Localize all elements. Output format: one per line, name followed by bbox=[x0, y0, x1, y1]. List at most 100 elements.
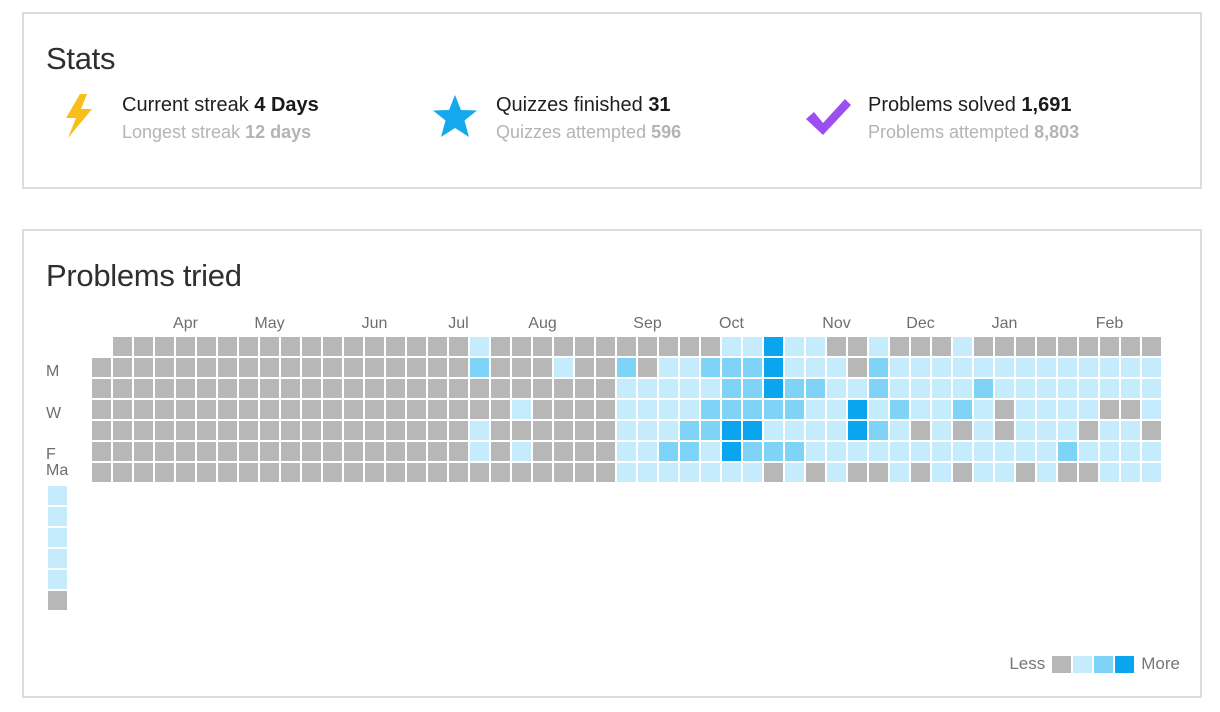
legend-more-label: More bbox=[1141, 654, 1180, 673]
heatmap-cell bbox=[407, 400, 426, 419]
heatmap-cell bbox=[155, 379, 174, 398]
heatmap-cell bbox=[764, 442, 783, 461]
heatmap-cell bbox=[848, 337, 867, 356]
heatmap-cell bbox=[491, 421, 510, 440]
heatmap-cell bbox=[113, 379, 132, 398]
heatmap-cell bbox=[344, 337, 363, 356]
heatmap-cell bbox=[575, 400, 594, 419]
heatmap-cell bbox=[176, 442, 195, 461]
current-streak-label: Current streak bbox=[122, 94, 249, 116]
heatmap-cell bbox=[1121, 421, 1140, 440]
heatmap-cell bbox=[512, 463, 531, 482]
heatmap-cell bbox=[596, 400, 615, 419]
heatmap-cell bbox=[806, 442, 825, 461]
heatmap-cell bbox=[827, 421, 846, 440]
heatmap-cell bbox=[806, 358, 825, 377]
heatmap-cell bbox=[470, 442, 489, 461]
quizzes-finished-value: 31 bbox=[648, 94, 671, 116]
heatmap-cell bbox=[239, 358, 258, 377]
day-label: W bbox=[46, 405, 62, 422]
heatmap-cell bbox=[701, 358, 720, 377]
heatmap-cell bbox=[260, 379, 279, 398]
heatmap-cell bbox=[1016, 379, 1035, 398]
heatmap-cell bbox=[134, 379, 153, 398]
heatmap-cell bbox=[323, 463, 342, 482]
heatmap-cell bbox=[134, 358, 153, 377]
heatmap-cell bbox=[1016, 358, 1035, 377]
heatmap-cell bbox=[428, 442, 447, 461]
current-streak-value: 4 Days bbox=[254, 94, 319, 116]
heatmap-cell bbox=[134, 463, 153, 482]
heatmap-cell bbox=[848, 379, 867, 398]
quizzes-finished-label: Quizzes finished bbox=[496, 94, 643, 116]
heatmap-cell bbox=[470, 337, 489, 356]
heatmap-cell bbox=[743, 337, 762, 356]
heatmap-cell bbox=[239, 463, 258, 482]
heatmap-cell bbox=[113, 337, 132, 356]
heatmap-cell bbox=[764, 379, 783, 398]
heatmap-cell bbox=[1037, 421, 1056, 440]
heatmap-cell bbox=[722, 358, 741, 377]
heatmap-cell bbox=[617, 400, 636, 419]
heatmap-cell bbox=[491, 400, 510, 419]
heatmap-cell bbox=[554, 400, 573, 419]
heatmap-cell bbox=[197, 379, 216, 398]
heatmap-cell bbox=[1037, 379, 1056, 398]
heatmap-cell bbox=[176, 379, 195, 398]
heatmap-cell bbox=[155, 337, 174, 356]
heatmap-cell bbox=[701, 379, 720, 398]
heatmap-cell bbox=[974, 379, 993, 398]
heatmap-cell bbox=[1121, 400, 1140, 419]
heatmap-cell bbox=[932, 337, 951, 356]
heatmap-cell bbox=[617, 379, 636, 398]
heatmap-cell bbox=[848, 358, 867, 377]
heatmap-cell bbox=[554, 337, 573, 356]
heatmap-cell bbox=[365, 379, 384, 398]
heatmap-cell bbox=[323, 442, 342, 461]
problems-attempted-label: Problems attempted bbox=[868, 122, 1030, 142]
heatmap-cell bbox=[617, 463, 636, 482]
heatmap-cell bbox=[764, 421, 783, 440]
heatmap-cell bbox=[806, 379, 825, 398]
heatmap-cell bbox=[1016, 337, 1035, 356]
heatmap-cell bbox=[323, 337, 342, 356]
overflow-cell bbox=[48, 591, 67, 610]
heatmap-cell bbox=[869, 379, 888, 398]
heatmap-cell bbox=[869, 337, 888, 356]
heatmap-cell bbox=[680, 421, 699, 440]
heatmap-cell bbox=[785, 463, 804, 482]
month-label: Feb bbox=[1096, 315, 1124, 332]
heatmap-cell bbox=[827, 379, 846, 398]
heatmap-cell bbox=[890, 379, 909, 398]
heatmap-cell bbox=[596, 442, 615, 461]
legend-less-label: Less bbox=[1009, 654, 1046, 673]
heatmap-cell bbox=[197, 421, 216, 440]
heatmap-cell bbox=[1079, 421, 1098, 440]
problems-solved-value: 1,691 bbox=[1021, 94, 1072, 116]
heatmap-cell bbox=[680, 358, 699, 377]
month-label: Aug bbox=[528, 315, 556, 332]
problems-solved-label: Problems solved bbox=[868, 94, 1016, 116]
heatmap-cell bbox=[974, 337, 993, 356]
heatmap-cell bbox=[596, 421, 615, 440]
heatmap-cell bbox=[1100, 463, 1119, 482]
month-label: Jan bbox=[992, 315, 1018, 332]
heatmap-cell bbox=[806, 463, 825, 482]
heatmap-cell bbox=[806, 337, 825, 356]
heatmap-cell bbox=[281, 337, 300, 356]
heatmap-legend: Less More bbox=[1009, 654, 1180, 674]
heatmap-cell bbox=[848, 400, 867, 419]
heatmap-cell bbox=[197, 442, 216, 461]
heatmap-cell bbox=[1037, 337, 1056, 356]
heatmap-cell bbox=[386, 337, 405, 356]
heatmap-cell bbox=[1058, 463, 1077, 482]
heatmap-cell bbox=[344, 421, 363, 440]
heatmap-cell bbox=[218, 358, 237, 377]
heatmap-cell bbox=[848, 463, 867, 482]
heatmap-cell bbox=[890, 358, 909, 377]
heatmap-cell bbox=[1142, 337, 1161, 356]
heatmap-cell bbox=[407, 379, 426, 398]
heatmap-cell bbox=[764, 400, 783, 419]
heatmap-cell bbox=[533, 400, 552, 419]
heatmap-cell bbox=[1121, 358, 1140, 377]
